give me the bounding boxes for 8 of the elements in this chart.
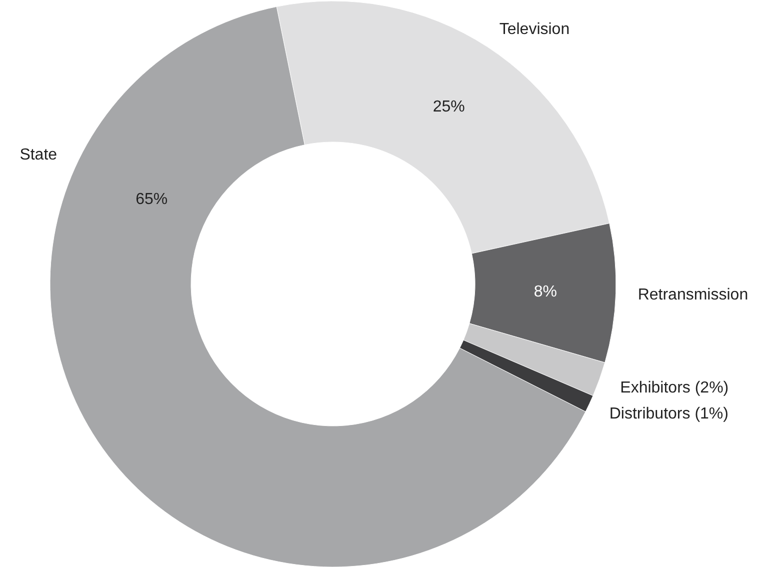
data-label: 8% <box>534 284 557 301</box>
slice-label: Retransmission <box>638 286 748 304</box>
slice-label: Television <box>499 20 570 38</box>
slice-label: Exhibitors (2%) <box>620 379 729 396</box>
slice-label: State <box>20 146 58 164</box>
slice-label: Distributors (1%) <box>609 406 728 423</box>
data-label: 65% <box>136 191 168 208</box>
data-label: 25% <box>432 98 465 116</box>
